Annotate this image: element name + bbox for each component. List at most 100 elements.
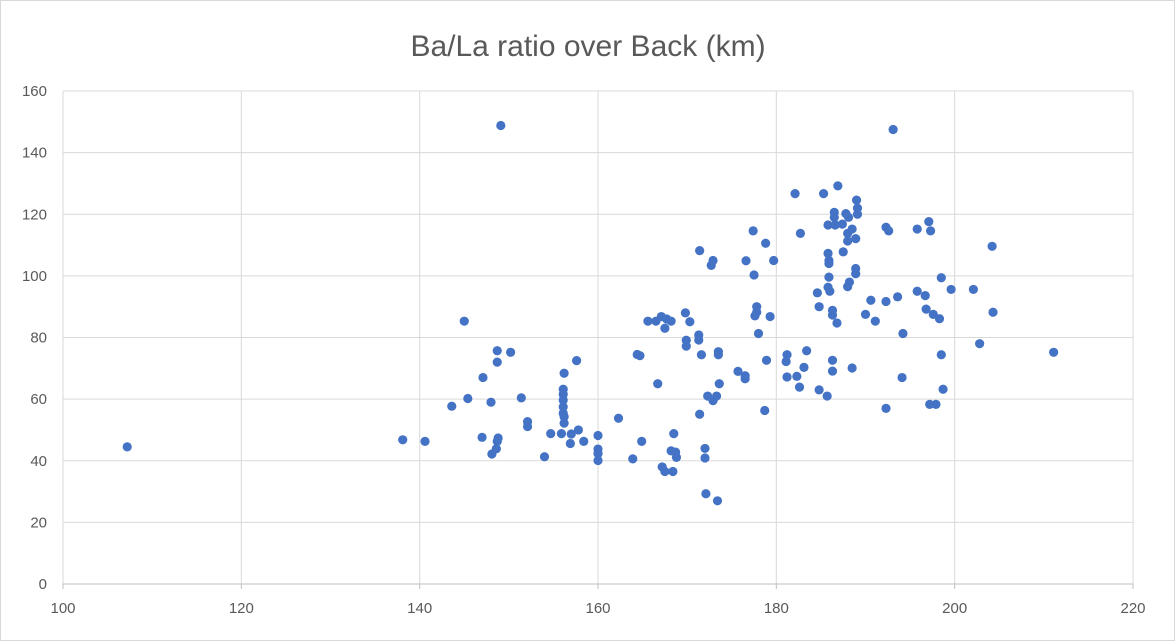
scatter-point bbox=[893, 292, 903, 302]
scatter-point bbox=[897, 372, 907, 383]
scatter-point bbox=[628, 454, 638, 464]
scatter-point bbox=[847, 363, 857, 373]
scatter-point bbox=[695, 409, 705, 419]
scatter-point bbox=[782, 372, 792, 382]
scatter-point bbox=[660, 466, 670, 477]
scatter-point bbox=[827, 310, 838, 320]
scatter-point bbox=[559, 368, 569, 378]
scatter-point bbox=[496, 120, 506, 131]
scatter-point bbox=[579, 436, 589, 446]
scatter-point bbox=[660, 323, 670, 333]
scatter-point bbox=[558, 395, 568, 405]
scatter-point bbox=[708, 255, 718, 266]
y-tick-label: 160 bbox=[22, 83, 47, 100]
scatter-point bbox=[837, 219, 847, 229]
scatter-point bbox=[860, 309, 871, 319]
scatter-point bbox=[851, 269, 861, 279]
scatter-point bbox=[593, 449, 603, 459]
scatter-point bbox=[934, 314, 945, 324]
scatter-point bbox=[781, 356, 791, 367]
scatter-point bbox=[921, 304, 931, 314]
scatter-point bbox=[847, 224, 857, 234]
scatter-point bbox=[671, 452, 682, 462]
scatter-point bbox=[643, 316, 653, 326]
scatter-point bbox=[936, 350, 946, 360]
scatter-point bbox=[700, 453, 710, 463]
scatter-point bbox=[833, 181, 843, 191]
scatter-point bbox=[463, 393, 473, 404]
scatter-point bbox=[832, 318, 842, 328]
scatter-point bbox=[573, 425, 583, 435]
scatter-point bbox=[968, 284, 978, 295]
gridlines bbox=[62, 90, 1134, 584]
scatter-point bbox=[478, 372, 488, 383]
scatter-point bbox=[459, 316, 469, 326]
x-tick-label: 200 bbox=[942, 600, 967, 617]
scatter-point bbox=[884, 226, 894, 236]
scatter-point bbox=[420, 436, 430, 446]
scatter-point bbox=[491, 444, 501, 454]
scatter-point bbox=[827, 355, 838, 365]
scatter-point bbox=[1049, 347, 1059, 357]
scatter-point bbox=[398, 435, 408, 445]
y-tick-label: 40 bbox=[30, 453, 47, 470]
scatter-point bbox=[938, 384, 948, 394]
scatter-point bbox=[925, 226, 936, 236]
scatter-point bbox=[795, 228, 806, 238]
scatter-point bbox=[733, 366, 743, 376]
scatter-point bbox=[539, 452, 550, 462]
scatter-point bbox=[794, 382, 805, 392]
scatter-point bbox=[477, 432, 487, 442]
scatter-point bbox=[760, 405, 770, 416]
scatter-point bbox=[799, 362, 809, 372]
scatter-point bbox=[822, 391, 832, 401]
scatter-point bbox=[696, 350, 707, 360]
scatter-point bbox=[613, 413, 624, 423]
scatter-point bbox=[843, 236, 853, 246]
scatter-point bbox=[823, 220, 833, 230]
scatter-point bbox=[761, 238, 771, 248]
axes bbox=[62, 583, 1134, 589]
scatter-point bbox=[748, 226, 758, 236]
scatter-point bbox=[713, 347, 723, 357]
scatter-point bbox=[593, 455, 603, 466]
scatter-point bbox=[920, 290, 930, 301]
scatter-point bbox=[492, 357, 502, 367]
scatter-point bbox=[769, 255, 779, 266]
y-tick-label: 20 bbox=[30, 514, 47, 531]
scatter-point bbox=[565, 438, 575, 449]
scatter-point bbox=[695, 246, 705, 256]
chart-title: Ba/La ratio over Back (km) bbox=[410, 30, 765, 63]
scatter-point bbox=[711, 391, 722, 401]
scatter-point bbox=[881, 403, 891, 413]
scatter-point bbox=[818, 189, 829, 199]
scatter-point bbox=[694, 335, 704, 345]
scatter-point bbox=[812, 288, 822, 298]
scatter-point bbox=[556, 429, 567, 439]
scatter-point bbox=[558, 402, 568, 412]
scatter-point bbox=[866, 295, 876, 305]
x-tick-label: 120 bbox=[229, 600, 254, 617]
x-tick-label: 160 bbox=[585, 600, 610, 617]
scatter-point bbox=[946, 284, 956, 295]
x-tick-label: 140 bbox=[407, 600, 432, 617]
scatter-point bbox=[765, 311, 775, 322]
scatter-point bbox=[814, 302, 824, 312]
scatter-point bbox=[740, 374, 750, 384]
scatter-point bbox=[516, 393, 526, 403]
scatter-point bbox=[898, 328, 908, 339]
scatter-point bbox=[493, 433, 503, 443]
y-tick-label: 140 bbox=[22, 145, 47, 162]
scatter-point bbox=[637, 436, 647, 446]
scatter-point bbox=[852, 209, 863, 219]
scatter-point bbox=[492, 346, 502, 356]
scatter-point bbox=[668, 466, 678, 477]
scatter-point bbox=[844, 277, 855, 287]
scatter-point bbox=[838, 247, 848, 257]
scatter-point bbox=[447, 401, 457, 411]
scatter-point bbox=[912, 286, 922, 296]
scatter-point bbox=[593, 430, 603, 441]
scatter-point bbox=[814, 385, 824, 395]
scatter-point bbox=[924, 217, 934, 227]
